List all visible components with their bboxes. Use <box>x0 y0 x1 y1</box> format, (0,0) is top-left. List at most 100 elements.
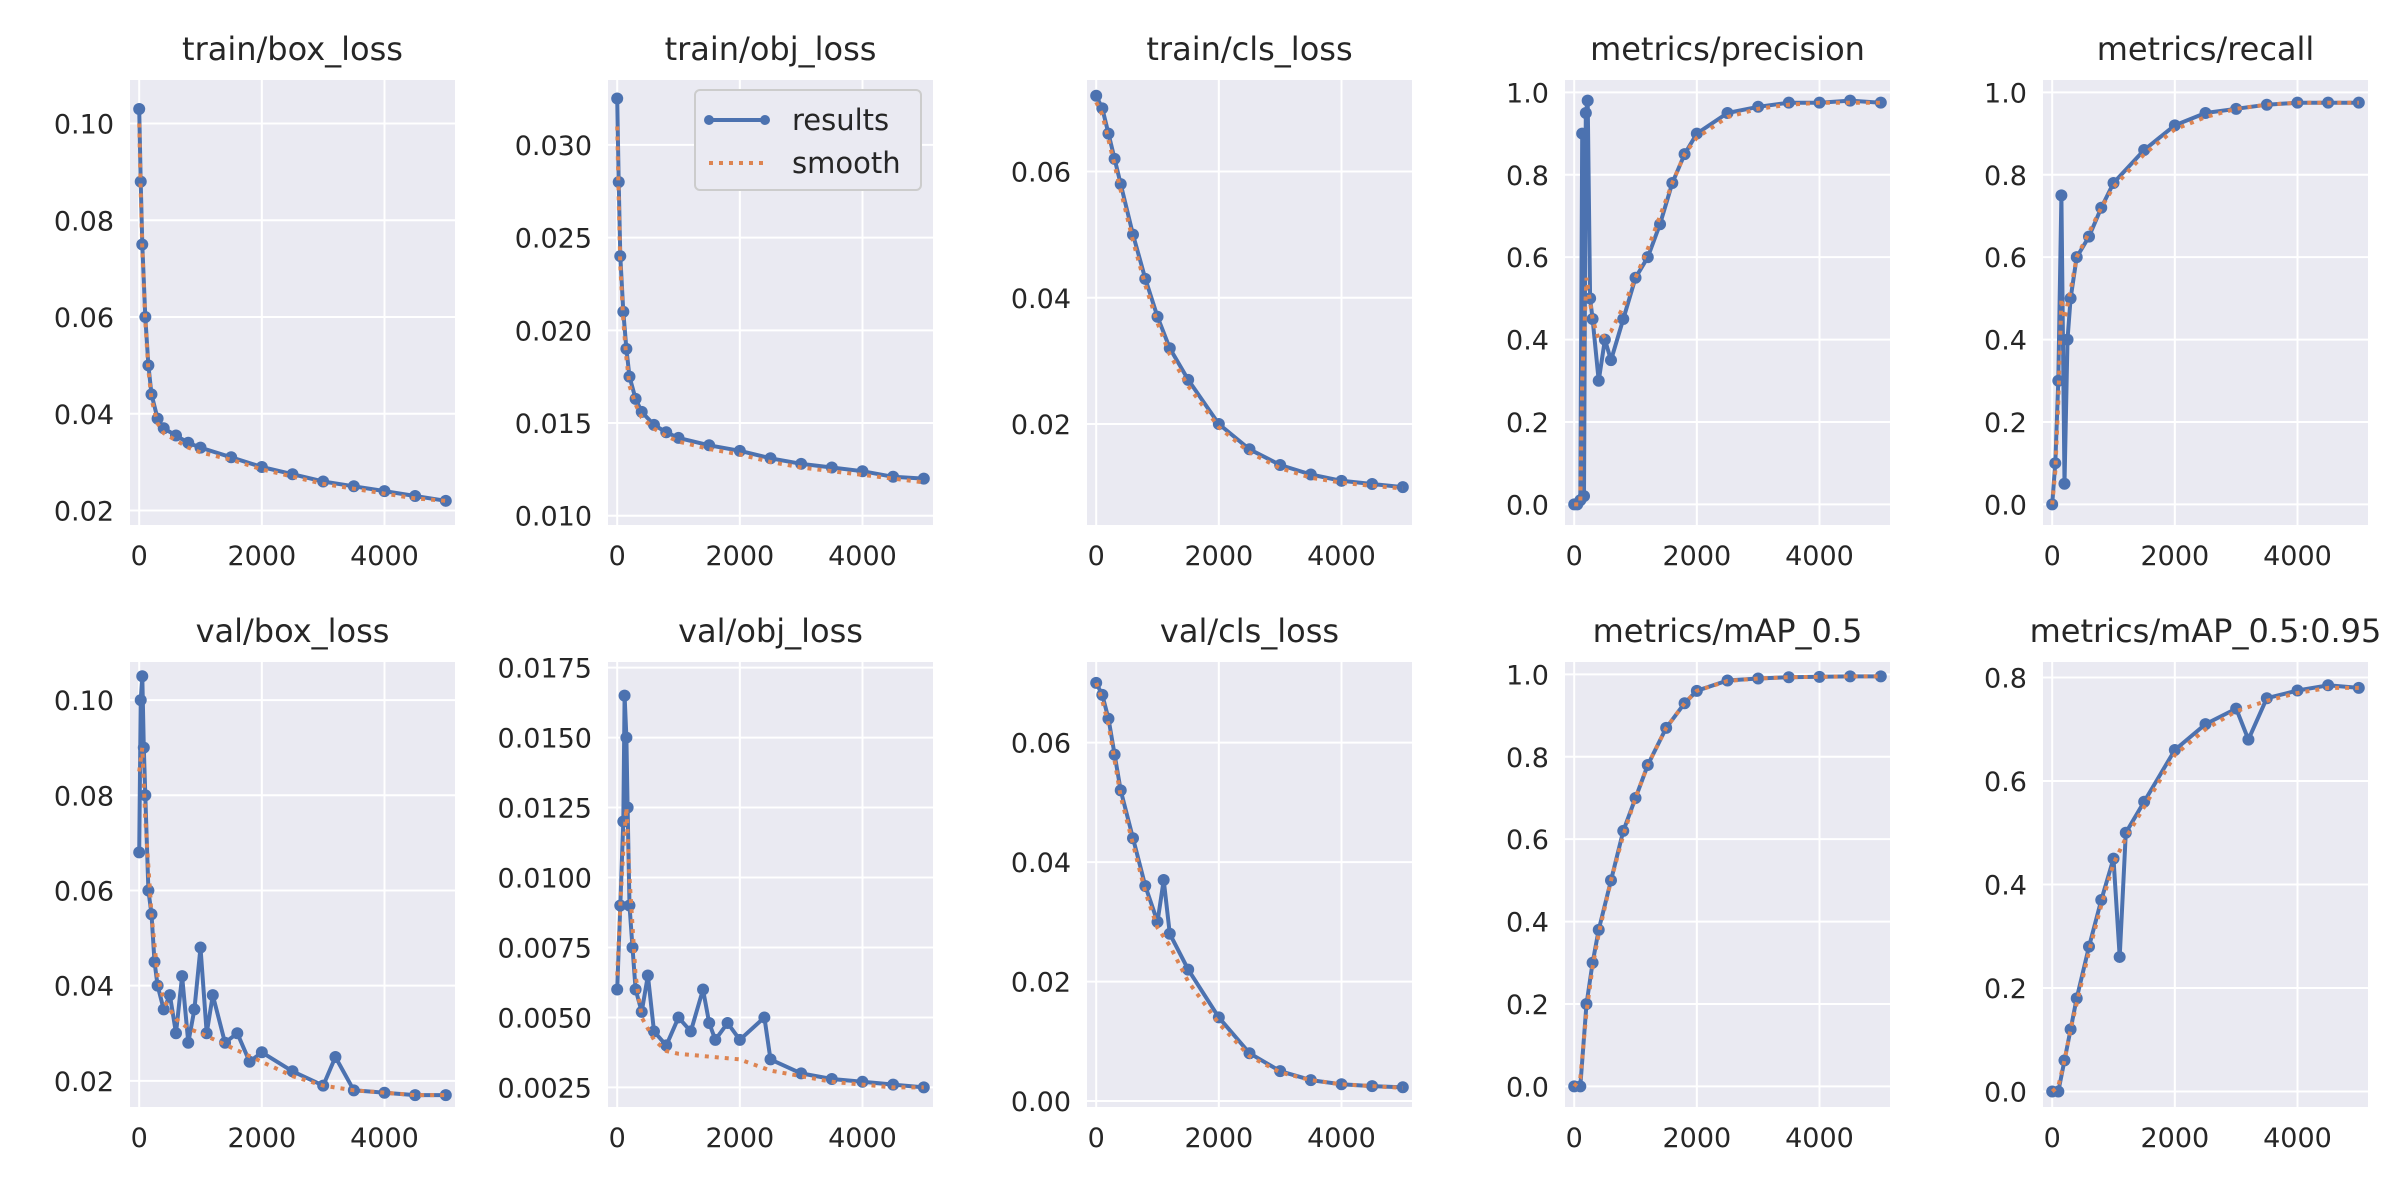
results-series-points <box>2046 96 2365 511</box>
x-tick-label: 4000 <box>828 1123 897 1154</box>
results-data-point <box>733 1033 746 1046</box>
results-data-point <box>672 1011 685 1024</box>
results-data-point <box>134 175 147 188</box>
legend-results-label: results <box>792 103 889 137</box>
results-data-point <box>1752 672 1765 685</box>
results-data-point <box>206 989 219 1002</box>
results-data-point <box>629 983 642 996</box>
results-data-point <box>764 1053 777 1066</box>
panel-title: train/obj_loss <box>665 30 877 68</box>
results-data-point <box>617 305 630 318</box>
panel-train-obj-loss: 0 2000 4000 0.010 0.015 0.020 0.025 0.030 train/… <box>515 30 933 572</box>
smooth-series-line <box>2050 685 2359 1094</box>
y-tick-label: 0.2 <box>1984 974 2027 1005</box>
x-tick-label: 4000 <box>1307 1123 1376 1154</box>
results-data-point <box>439 1089 452 1102</box>
x-tick-label: 4000 <box>1307 541 1376 572</box>
x-tick-label: 2000 <box>1184 541 1253 572</box>
results-data-point <box>136 670 149 683</box>
y-tick-label: 0.10 <box>54 110 114 141</box>
y-tick-label: 0.06 <box>1011 729 1071 760</box>
y-tick-label: 0.8 <box>1984 161 2027 192</box>
panel-metrics-precision: 0 2000 4000 0.0 0.2 0.4 0.6 0.8 1.0 metrics/preci… <box>1506 30 1890 572</box>
panel-title: metrics/mAP_0.5:0.95 <box>2030 612 2382 650</box>
results-data-point <box>1874 670 1887 683</box>
x-tick-label: 2000 <box>2140 541 2209 572</box>
y-tick-label: 0.4 <box>1506 908 1549 939</box>
results-data-point <box>1844 94 1857 107</box>
x-tick-label: 2000 <box>705 541 774 572</box>
panel-val-box-loss: 0 2000 4000 0.02 0.04 0.06 0.08 0.10 val/box_los… <box>54 612 455 1154</box>
results-data-point <box>169 1027 182 1040</box>
results-data-point <box>758 1011 771 1024</box>
panel-metrics-map-0-5: 0 2000 4000 0.0 0.2 0.4 0.6 0.8 1.0 metrics/mAP_0… <box>1506 612 1890 1154</box>
plot-area <box>130 662 455 1107</box>
smooth-series-line <box>137 123 446 503</box>
x-tick-label: 2000 <box>227 541 296 572</box>
y-tick-label: 0.025 <box>515 224 592 255</box>
y-tick-label: 0.00 <box>1011 1087 1071 1118</box>
results-data-point <box>1586 956 1599 969</box>
x-tick-label: 4000 <box>2263 541 2332 572</box>
results-data-point <box>2260 98 2273 111</box>
results-data-point <box>1641 251 1654 264</box>
x-tick-label: 2000 <box>1662 1123 1731 1154</box>
results-data-point <box>2058 1054 2071 1067</box>
results-data-point <box>163 989 176 1002</box>
plot-area <box>130 80 455 525</box>
y-tick-label: 0.010 <box>515 502 592 533</box>
y-tick-label: 0.020 <box>515 316 592 347</box>
results-data-point <box>2095 894 2108 907</box>
results-data-point <box>2058 477 2071 490</box>
y-tick-label: 0.08 <box>54 206 114 237</box>
results-data-point <box>188 1003 201 1016</box>
results-data-point <box>176 970 189 983</box>
results-data-point <box>1752 100 1765 113</box>
y-tick-label: 0.030 <box>515 131 592 162</box>
results-data-point <box>647 418 660 431</box>
results-data-point <box>1581 94 1594 107</box>
results-data-point <box>2138 144 2151 157</box>
results-data-point <box>409 489 422 502</box>
x-tick-label: 4000 <box>1785 1123 1854 1154</box>
x-tick-label: 2000 <box>2140 1123 2209 1154</box>
results-data-point <box>157 422 170 435</box>
results-data-point <box>286 1065 299 1078</box>
results-data-point <box>2199 106 2212 119</box>
results-data-point <box>1366 1080 1379 1093</box>
plot-area <box>1087 80 1412 525</box>
y-tick-label: 0.0050 <box>498 1003 592 1034</box>
results-data-point <box>620 731 633 744</box>
panel-title: metrics/precision <box>1590 30 1865 68</box>
y-tick-label: 0.4 <box>1984 326 2027 357</box>
results-data-point <box>917 472 930 485</box>
y-tick-label: 0.06 <box>54 303 114 334</box>
results-data-point <box>1102 712 1115 725</box>
smooth-series-line <box>137 747 446 1098</box>
results-data-point <box>2260 692 2273 705</box>
x-tick-label: 0 <box>1566 1123 1583 1154</box>
plot-area <box>1565 662 1890 1107</box>
y-tick-label: 0.02 <box>54 496 114 527</box>
y-tick-label: 0.6 <box>1506 825 1549 856</box>
results-data-point <box>1813 670 1826 683</box>
results-data-point <box>660 1039 673 1052</box>
results-data-point <box>2230 102 2243 115</box>
y-tick-label: 0.0075 <box>498 933 592 964</box>
panel-metrics-recall: 0 2000 4000 0.0 0.2 0.4 0.6 0.8 1.0 metrics/recal… <box>1984 30 2368 572</box>
x-tick-label: 0 <box>1088 1123 1105 1154</box>
y-tick-label: 0.2 <box>1506 408 1549 439</box>
panel-title: val/cls_loss <box>1160 612 1339 650</box>
results-data-point <box>647 1025 660 1038</box>
results-data-point <box>641 969 654 982</box>
y-tick-label: 0.0 <box>1984 490 2027 521</box>
results-data-point <box>697 983 710 996</box>
results-data-point <box>409 1089 422 1102</box>
results-data-point <box>2242 733 2255 746</box>
y-tick-label: 0.8 <box>1506 743 1549 774</box>
results-data-point <box>611 92 624 105</box>
results-data-point <box>157 1003 170 1016</box>
results-data-point <box>660 426 673 439</box>
plot-area <box>608 662 933 1107</box>
